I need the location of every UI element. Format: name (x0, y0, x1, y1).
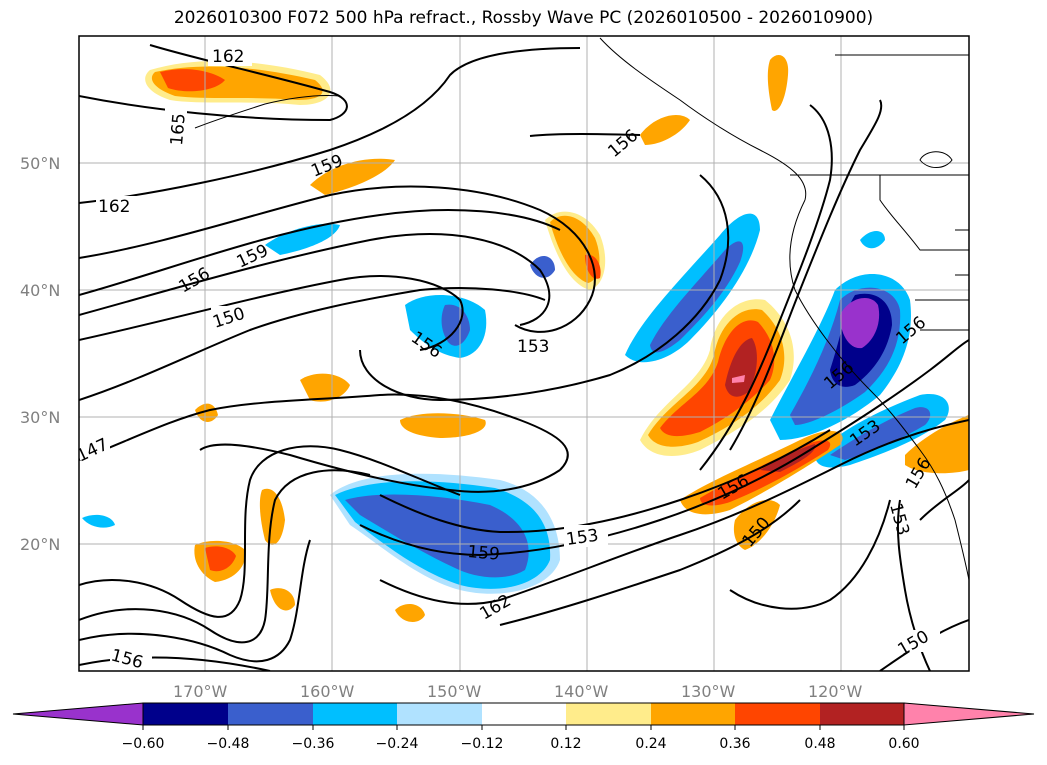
pos-anomaly-small-ak (767, 55, 789, 111)
colorbar-tick-label: −0.24 (376, 736, 419, 752)
pos-anomaly-s-9 (270, 588, 295, 611)
neg-anomaly-central-band-036 (345, 494, 529, 578)
lat-label-40n: 40°N (20, 281, 60, 300)
contour-line (79, 233, 551, 326)
colorbar-extend-low (12, 702, 144, 726)
contour-label: 162 (98, 197, 130, 217)
map-frame (78, 35, 970, 672)
colorbar-tick-label: 0.36 (719, 736, 750, 752)
colorbar-ticks (142, 725, 905, 730)
colorbar-swatch (735, 703, 820, 725)
pos-anomaly-s-3-red (205, 546, 236, 572)
contour-line (359, 174, 730, 402)
contour-line (79, 275, 464, 351)
colorbar-tick-label: 0.48 (804, 736, 835, 752)
contour-label: 162 (212, 47, 244, 67)
pos-anomaly-north-band (310, 158, 395, 195)
colorbar-tick-label: −0.48 (207, 736, 250, 752)
lon-label-120w: 120°W (808, 682, 863, 701)
neg-anomaly-small-3 (860, 231, 885, 249)
colorbar-swatch (482, 703, 566, 725)
lon-label-150w: 150°W (427, 682, 482, 701)
pos-anomaly-subtropical-048 (760, 444, 816, 472)
colorbar-swatch (143, 703, 228, 725)
neg-anomaly-ne-pac-inner (650, 241, 744, 353)
contour-line (79, 469, 371, 644)
contour-line (499, 499, 801, 626)
neg-anomaly-baja-inner (830, 407, 931, 460)
pos-anomaly-s-1 (300, 373, 350, 402)
lon-label-140w: 140°W (554, 682, 609, 701)
colorbar-swatch (313, 703, 397, 725)
contour-line (79, 656, 271, 671)
pos-anomaly-s-6 (905, 415, 969, 474)
contour-line (79, 185, 596, 333)
lat-label-30n: 30°N (20, 408, 60, 427)
contour-line (379, 429, 831, 534)
colorbar-swatch (228, 703, 313, 725)
contour-line (79, 47, 581, 204)
colorbar-swatch (397, 703, 482, 725)
lon-label-160w: 160°W (300, 682, 355, 701)
neg-anomaly-small-1 (265, 223, 340, 255)
contour-line (729, 99, 883, 451)
contour-line (359, 339, 969, 557)
contour-label: 165 (167, 112, 190, 146)
neg-anomaly-california-060 (840, 297, 880, 349)
colorbar-tick-label: 0.12 (550, 736, 581, 752)
contour-line (699, 104, 833, 471)
colorbar-tick-label: 0.60 (888, 736, 919, 752)
lon-label-170w: 170°W (173, 682, 228, 701)
contour-line (379, 419, 969, 605)
contour-line (79, 393, 569, 471)
pos-anomaly-s-2 (400, 413, 486, 438)
lat-label-50n: 50°N (20, 154, 60, 173)
lon-label-130w: 130°W (681, 682, 736, 701)
colorbar-tick-label: 0.24 (635, 736, 666, 752)
colorbar-swatch (566, 703, 651, 725)
lon-axis-labels: 170°W 160°W 150°W 140°W 130°W 120°W (173, 682, 863, 701)
contour-label: 159 (467, 542, 501, 565)
colorbar-tick-label: −0.36 (292, 736, 335, 752)
contour-line (79, 287, 546, 401)
colorbar-extend-high (903, 702, 1035, 726)
contour-line (199, 443, 561, 493)
graticule (79, 36, 969, 671)
contour-line (79, 539, 311, 663)
map-title: 2026010300 F072 500 hPa refract., Rossby… (173, 8, 874, 28)
pos-anomaly-s-7 (395, 603, 425, 622)
contour-line (919, 479, 969, 521)
lat-label-20n: 20°N (20, 535, 60, 554)
contour-label: 153 (565, 526, 600, 550)
lat-axis-labels: 50°N 40°N 30°N 20°N (20, 154, 60, 554)
neg-anomaly-small-4 (82, 514, 115, 528)
neg-anomaly-small-2 (530, 255, 555, 278)
pos-anomaly-offshore-060 (732, 375, 745, 383)
pos-anomaly-s-5 (733, 500, 780, 550)
map-panel: 162 165 159 162 159 156 150 156 153 156 … (79, 36, 969, 671)
pos-anomaly-gulf-ak-036 (160, 69, 225, 92)
contour-line (79, 209, 561, 296)
colorbar-tick-label: −0.12 (461, 736, 504, 752)
contour-line (79, 445, 461, 618)
colorbar-tick-label: −0.60 (122, 736, 165, 752)
contour-line (529, 133, 641, 137)
colorbar-swatch (651, 703, 735, 725)
colorbar: −0.60 −0.48 −0.36 −0.24 −0.12 0.12 0.24 … (12, 702, 1035, 752)
contour-label: 153 (517, 337, 549, 357)
colorbar-swatch (820, 703, 904, 725)
pos-anomaly-bc-coast (640, 115, 690, 145)
contour-line (729, 499, 891, 610)
colorbar-frame (142, 702, 905, 726)
